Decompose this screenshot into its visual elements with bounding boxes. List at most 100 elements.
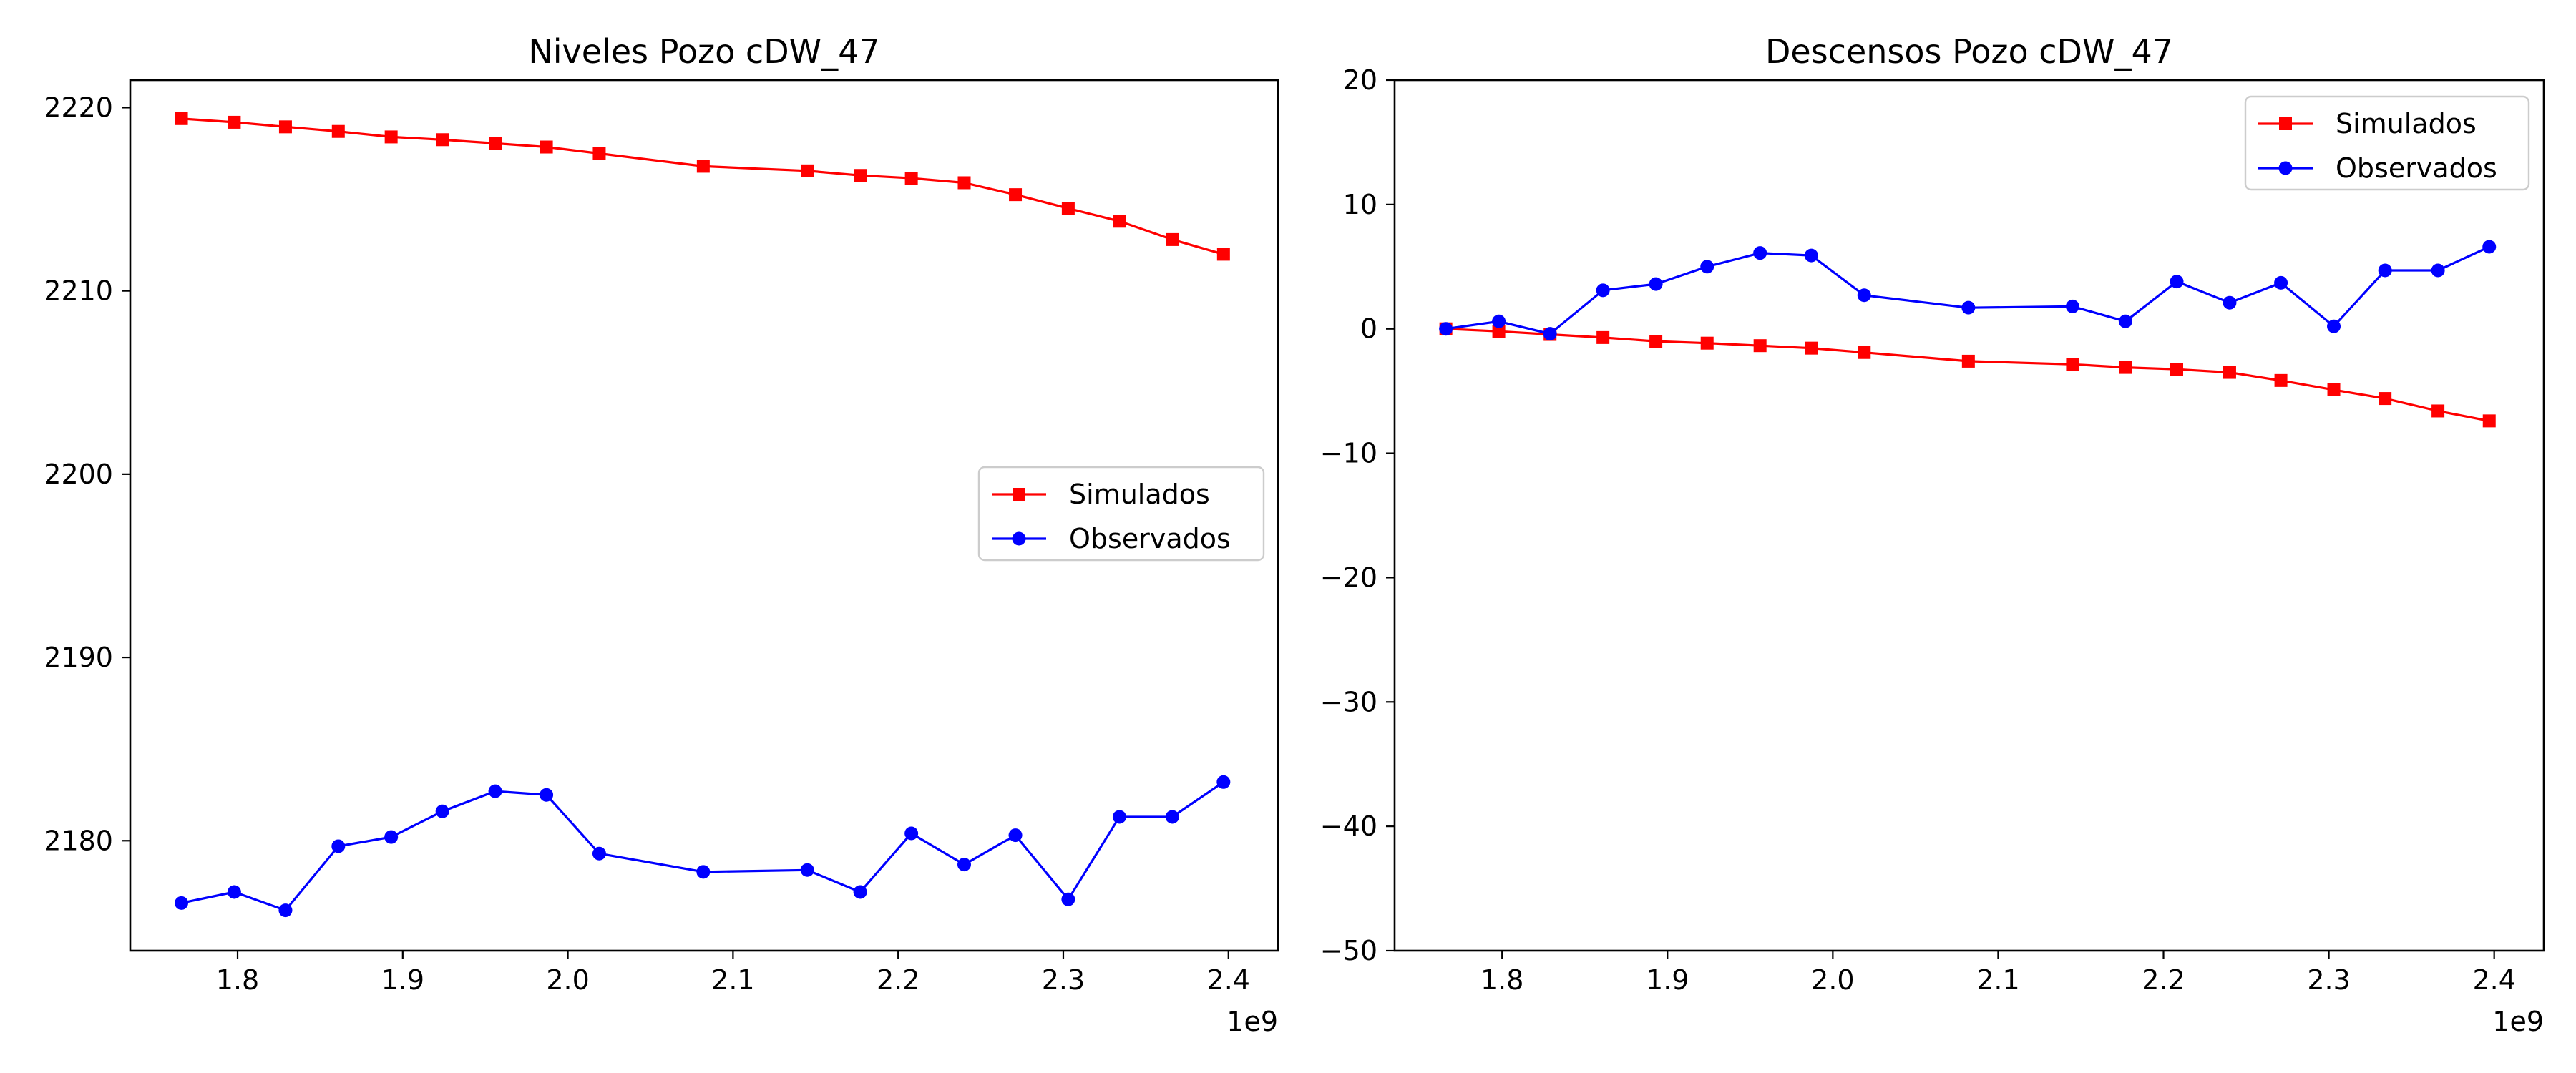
data-point-observados <box>696 865 711 879</box>
data-point-observados <box>2170 275 2184 289</box>
y-tick-label: 2210 <box>44 275 113 307</box>
x-tick-label: 2.3 <box>1042 964 1085 996</box>
legend-frame <box>977 466 1265 562</box>
y-tick-label: −20 <box>1320 562 1377 593</box>
series-simulados <box>175 112 1230 261</box>
legend-label-simulados: Simulados <box>2336 108 2477 139</box>
data-point-simulados <box>1216 248 1230 261</box>
series-observados <box>175 775 1231 918</box>
x-tick-label: 1.8 <box>216 964 259 996</box>
data-point-simulados <box>175 112 188 125</box>
x-offset-label: 1e9 <box>1226 1006 1278 1037</box>
data-point-observados <box>957 858 971 872</box>
data-point-simulados <box>1166 232 1179 246</box>
data-point-observados <box>1492 314 1506 328</box>
legend: Simulados Observados <box>2244 95 2530 191</box>
data-point-simulados <box>1858 346 1871 359</box>
data-point-simulados <box>1961 354 1975 368</box>
data-point-observados <box>592 846 606 861</box>
data-point-observados <box>1112 810 1126 824</box>
data-point-observados <box>904 826 919 841</box>
x-tick-label: 2.2 <box>2142 964 2185 996</box>
data-point-observados <box>1061 892 1075 906</box>
x-tick-label: 2.4 <box>2472 964 2515 996</box>
data-point-simulados <box>1061 202 1075 215</box>
legend-marker-circle <box>2278 161 2293 175</box>
x-offset-label: 1e9 <box>2492 1006 2544 1037</box>
data-point-observados <box>278 903 293 918</box>
x-tick-label: 2.1 <box>711 964 754 996</box>
data-point-observados <box>1165 810 1179 824</box>
data-point-simulados <box>2431 404 2445 418</box>
data-point-simulados <box>384 130 398 144</box>
data-point-simulados <box>2379 392 2392 406</box>
data-point-observados <box>175 896 189 910</box>
data-point-observados <box>1753 246 1767 260</box>
x-tick-label: 2.0 <box>546 964 589 996</box>
legend: Simulados Observados <box>977 466 1265 562</box>
y-tick-label: −30 <box>1320 686 1377 717</box>
data-point-observados <box>227 885 241 899</box>
x-tick-label: 2.1 <box>1976 964 2019 996</box>
data-point-observados <box>1439 322 1453 336</box>
legend-label-simulados: Simulados <box>1069 479 1210 510</box>
data-point-simulados <box>592 147 606 160</box>
data-point-observados <box>2118 314 2132 328</box>
series-simulados <box>1439 322 2496 428</box>
y-tick-label: 10 <box>1343 189 1377 220</box>
legend-label-observados: Observados <box>2336 152 2497 184</box>
data-point-observados <box>540 788 554 802</box>
data-point-observados <box>1857 288 1871 303</box>
data-point-observados <box>1961 300 1976 315</box>
data-point-simulados <box>2482 414 2496 428</box>
data-point-simulados <box>1492 325 1506 338</box>
data-point-simulados <box>2274 373 2288 387</box>
data-point-observados <box>800 863 814 877</box>
data-point-simulados <box>696 160 710 173</box>
data-point-observados <box>1804 248 1818 263</box>
y-tick-label: 0 <box>1360 313 1377 345</box>
y-tick-label: −10 <box>1320 438 1377 469</box>
axes-frame <box>129 79 1279 952</box>
data-point-observados <box>384 830 399 844</box>
data-point-simulados <box>1113 215 1126 228</box>
legend-marker-circle <box>1012 531 1026 546</box>
x-tick-label: 1.9 <box>1646 964 1689 996</box>
data-point-simulados <box>1649 335 1663 348</box>
data-point-observados <box>1216 775 1231 789</box>
data-point-observados <box>1700 260 1714 274</box>
x-tick-label: 2.2 <box>877 964 919 996</box>
data-point-simulados <box>957 176 971 190</box>
data-point-observados <box>853 885 867 899</box>
series-observados <box>1439 240 2497 341</box>
data-point-simulados <box>278 120 292 134</box>
y-tick-label: 2220 <box>44 92 113 123</box>
y-tick-label: 2180 <box>44 825 113 856</box>
y-tick-label: 2190 <box>44 642 113 673</box>
legend-frame <box>2244 95 2530 191</box>
data-point-simulados <box>2119 361 2132 374</box>
y-tick-label: −40 <box>1320 810 1377 842</box>
data-point-observados <box>2065 299 2079 313</box>
legend-marker-square <box>1013 488 1025 501</box>
data-point-simulados <box>2170 363 2184 376</box>
axes-frame <box>1393 79 2545 952</box>
data-point-observados <box>1008 828 1023 843</box>
data-point-observados <box>2482 240 2497 254</box>
data-point-observados <box>2378 263 2392 278</box>
data-point-simulados <box>1009 188 1023 202</box>
data-point-observados <box>435 804 449 818</box>
x-tick-label: 2.0 <box>1811 964 1854 996</box>
data-point-observados <box>488 784 502 798</box>
x-tick-label: 2.3 <box>2307 964 2350 996</box>
legend-marker-square <box>2279 117 2292 130</box>
chart-niveles: Niveles Pozo cDW_47 1.8 1.9 2.0 2.1 2.2 2.3 2.4… <box>44 32 1279 1037</box>
y-tick-label: 2200 <box>44 459 113 490</box>
data-point-simulados <box>854 169 867 182</box>
x-tick-label: 2.4 <box>1207 964 1250 996</box>
data-point-simulados <box>436 133 449 147</box>
data-point-simulados <box>331 124 345 138</box>
chart-title: Niveles Pozo cDW_47 <box>528 32 879 71</box>
data-point-simulados <box>801 164 814 177</box>
